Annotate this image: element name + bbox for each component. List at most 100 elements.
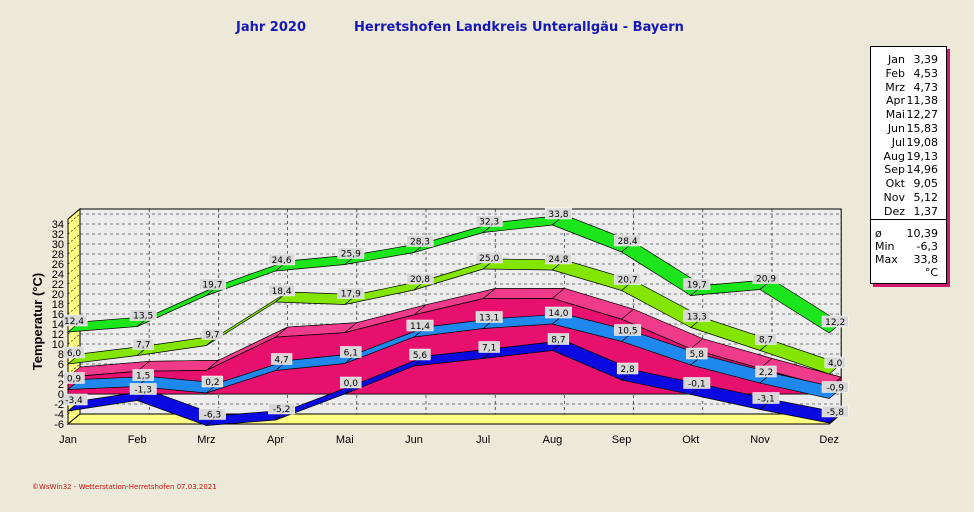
y-tick-label: -4: [54, 409, 64, 421]
y-tick-label: 8: [58, 349, 64, 361]
gridline-wall: [67, 273, 81, 285]
data-label-box: [132, 338, 154, 350]
y-tick-label: 24: [52, 269, 64, 281]
data-label-box: [683, 377, 711, 389]
data-label: 33,8: [548, 210, 568, 220]
data-label-box: [475, 311, 503, 323]
stats-average-label: ø: [875, 227, 882, 240]
data-label: 7,1: [482, 344, 496, 354]
stats-average-value: 10,39: [906, 227, 939, 240]
data-label-box: [201, 375, 224, 388]
stats-month-label: Dez: [883, 204, 905, 218]
data-label-box: [406, 319, 434, 332]
chart-title-year: Jahr 2020: [236, 20, 306, 35]
data-label-box: [60, 314, 88, 327]
stats-month-label: Feb: [885, 66, 905, 80]
data-label: 2,2: [759, 368, 773, 378]
gridline-wall: [67, 233, 81, 245]
stats-divider: [871, 219, 946, 220]
mean-area-top: [482, 288, 566, 299]
stats-month-value: 1,37: [913, 204, 939, 218]
stats-month-label: Jan: [888, 53, 905, 66]
data-label: 2,8: [620, 365, 635, 375]
gridline-wall: [67, 413, 81, 425]
data-label: 13,3: [687, 313, 707, 323]
data-label: 28,3: [410, 238, 430, 248]
data-label: 13,1: [479, 314, 499, 324]
stats-month-value: 19,13: [906, 149, 939, 163]
data-label-box: [129, 383, 157, 395]
stats-month-value: 3,39: [913, 53, 939, 66]
data-label-box: [683, 310, 711, 322]
stats-minimum-row: Min -6,3: [871, 240, 946, 253]
data-label: -6,3: [204, 411, 222, 421]
stats-month-label: Sep: [884, 163, 905, 177]
y-tick-label: 18: [52, 299, 64, 311]
stats-row-mai: Mai 12,27: [871, 108, 946, 121]
data-label-box: [63, 346, 85, 359]
data-label-box: [616, 362, 639, 375]
data-label: 13,5: [133, 312, 153, 322]
x-tick-label: Dez: [819, 434, 839, 446]
data-label: 6,1: [344, 349, 358, 359]
stats-row-dez: Dez 1,37: [871, 205, 946, 218]
y-tick-label: 34: [52, 219, 64, 231]
data-label: 5,6: [413, 351, 428, 361]
stats-month-label: Aug: [883, 149, 905, 163]
stats-average-row: ø 10,39: [871, 227, 946, 240]
stats-month-value: 5,12: [913, 191, 939, 204]
stats-month-value: 12,27: [906, 108, 939, 122]
data-label: -0,1: [688, 380, 706, 390]
data-label-box: [198, 278, 226, 290]
y-tick-label: -6: [54, 419, 64, 431]
stats-month-label: Nov: [883, 191, 905, 204]
stats-row-apr: Apr 11,38: [871, 94, 946, 107]
data-label: 12,4: [64, 317, 84, 327]
stats-maximum-row: Max 33,8: [871, 253, 946, 266]
data-label-box: [614, 273, 642, 285]
stats-maximum-label: Max: [875, 253, 898, 266]
gridline-wall: [67, 263, 81, 275]
y-tick-label: 16: [52, 309, 64, 321]
stats-month-value: 4,53: [913, 66, 939, 80]
stats-row-jun: Jun 15,83: [871, 122, 946, 135]
gridline-wall: [67, 333, 81, 345]
stats-row-jan: Jan 3,39: [871, 53, 946, 66]
stats-month-label: Mrz: [885, 80, 905, 94]
data-label-box: [406, 235, 434, 247]
data-label-box: [406, 272, 434, 285]
y-tick-label: 12: [52, 329, 64, 341]
data-label-box: [268, 284, 296, 297]
x-tick-label: Apr: [267, 434, 284, 446]
stats-month-label: Mai: [885, 108, 905, 122]
data-label-box: [544, 306, 572, 319]
y-tick-label: 28: [52, 249, 64, 261]
x-tick-label: Mrz: [197, 434, 215, 446]
gridline-wall: [67, 253, 81, 265]
stats-month-value: 4,73: [913, 80, 939, 94]
data-label: 20,8: [410, 275, 430, 285]
x-tick-label: Jun: [405, 434, 423, 446]
stats-row-okt: Okt 9,05: [871, 177, 946, 190]
data-label: -3,4: [65, 396, 83, 406]
stats-row-feb: Feb 4,53: [871, 67, 946, 80]
stats-row-sep: Sep 14,96: [871, 163, 946, 176]
gridline-wall: [67, 283, 81, 295]
data-label: 18,4: [272, 287, 292, 297]
gridline-wall: [67, 243, 81, 255]
data-label-box: [547, 333, 570, 345]
y-tick-label: 14: [52, 319, 64, 331]
data-label: 17,9: [341, 290, 361, 300]
data-label-box: [821, 405, 849, 418]
stats-minimum-value: -6,3: [916, 240, 938, 253]
y-tick-label: 2: [58, 379, 64, 391]
stats-maximum-value: 33,8: [913, 253, 939, 266]
data-label-box: [752, 392, 780, 404]
x-tick-label: Jan: [59, 434, 77, 446]
data-label-box: [409, 348, 431, 361]
data-label-box: [270, 353, 293, 365]
data-label-box: [614, 324, 642, 336]
x-tick-label: Aug: [543, 434, 563, 446]
data-label-box: [683, 278, 711, 290]
stats-month-value: 14,96: [906, 163, 939, 177]
